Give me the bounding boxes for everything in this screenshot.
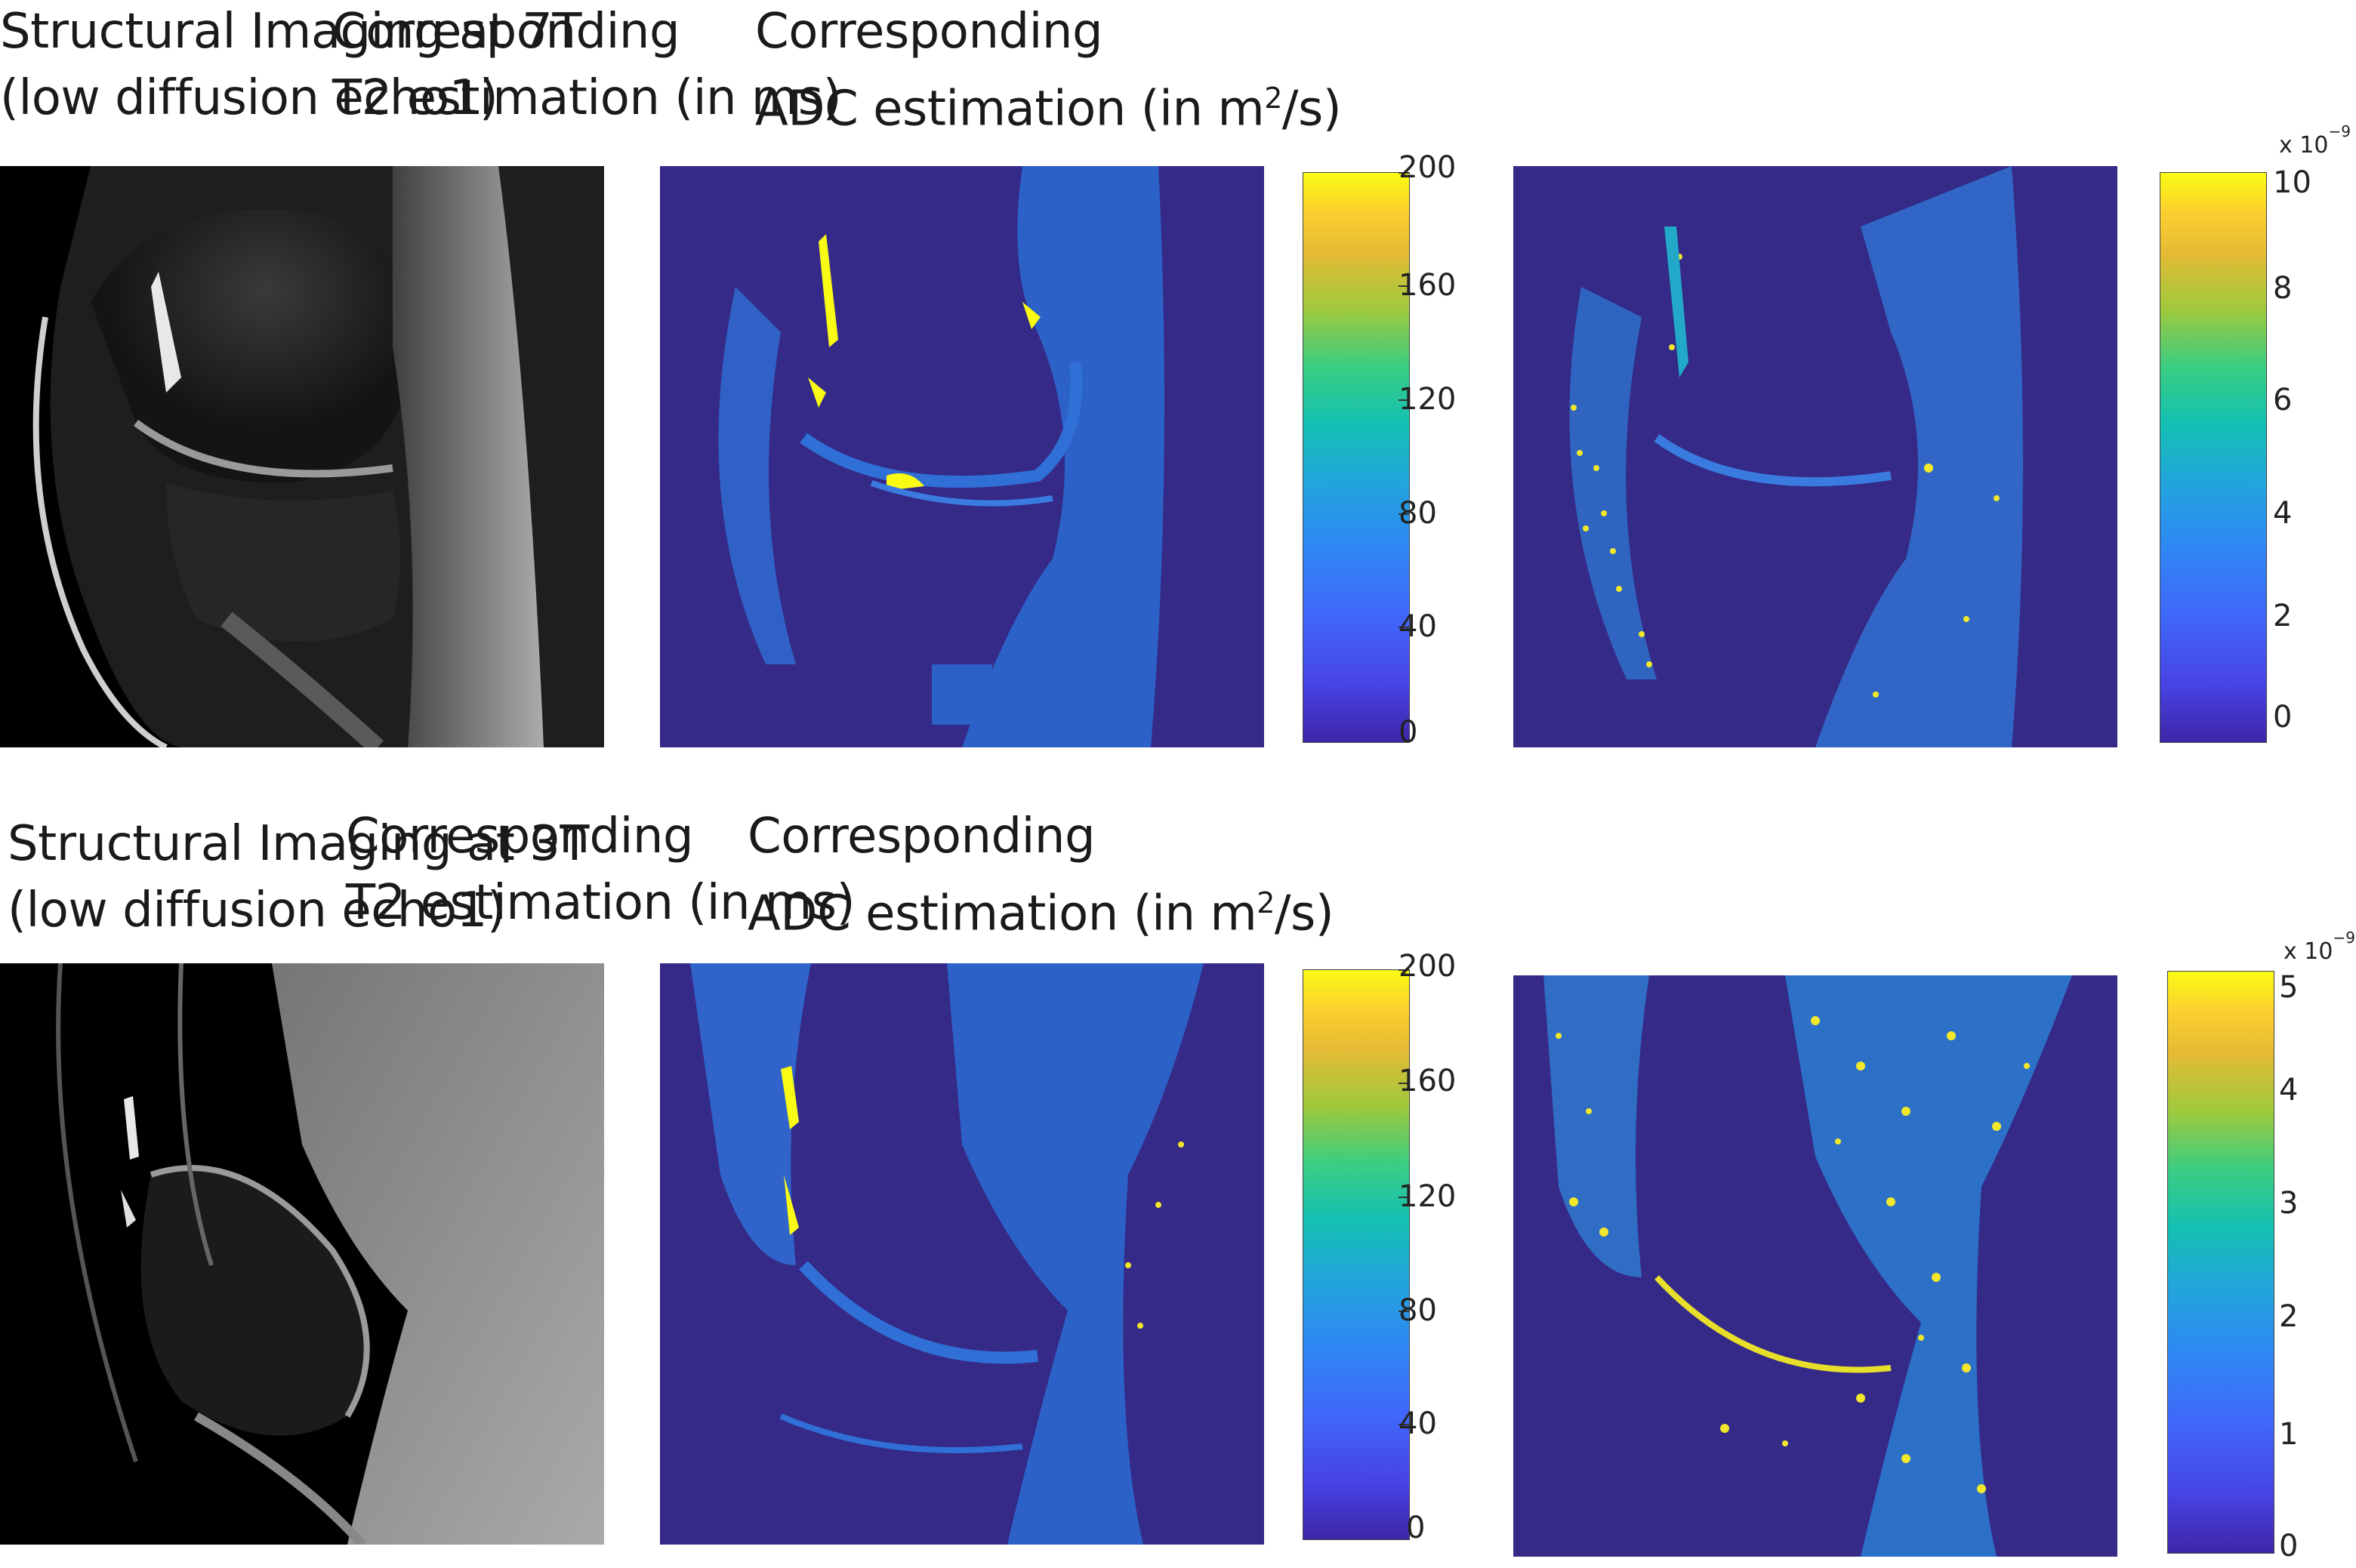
row2-t2-title-line2: T2 estimation (in ms) xyxy=(346,875,856,931)
row1-adc-tick-label: 6 xyxy=(2273,383,2293,417)
row2-t2-title: Corresponding T2 estimation (in ms) xyxy=(346,803,856,936)
row1-adc-tick-label: 2 xyxy=(2273,599,2293,633)
row2-t2-tick-label: 0 xyxy=(1406,1511,1426,1545)
tick xyxy=(1398,1311,1409,1312)
row2-t2-title-line1: Corresponding xyxy=(346,809,694,864)
row2-t2-map xyxy=(660,963,1264,1545)
row1-t2-title-line1: Corresponding xyxy=(332,4,680,60)
row1-adc-colorbar xyxy=(2160,172,2267,743)
row1-adc-title-line2: ADC estimation (in m2/s) xyxy=(755,81,1342,137)
row2-t2-tick-label: 80 xyxy=(1398,1293,1437,1328)
row2-t2-colorbar xyxy=(1303,969,1410,1540)
row2-adc-tick-label: 0 xyxy=(2279,1529,2299,1563)
row1-structural-title-line1: Structural Imaging at 7T xyxy=(0,4,581,60)
row2-adc-tick-label: 3 xyxy=(2279,1186,2299,1221)
row1-t2-map xyxy=(660,166,1264,747)
row2-t2-tick-label: 200 xyxy=(1398,949,1457,984)
row1-t2-title: Corresponding T2 estimation (in ms) xyxy=(332,0,842,131)
row1-adc-tick-label: 8 xyxy=(2273,271,2293,306)
row2-t2-tick-label: 160 xyxy=(1398,1064,1457,1098)
tick xyxy=(1398,285,1409,287)
row2-structural-title-line2: (low diffusion echo1) xyxy=(8,883,506,938)
tick xyxy=(1398,1083,1409,1084)
row2-structural-title: Structural Imaging at 3T (low diffusion … xyxy=(8,811,589,944)
row1-adc-tick-label: 4 xyxy=(2273,496,2293,531)
row1-structural-title: Structural Imaging at 7T (low diffusion … xyxy=(0,0,581,131)
row1-adc-title-line1: Corresponding xyxy=(755,4,1103,60)
row2-adc-title: Corresponding ADC estimation (in m2/s) xyxy=(748,803,1334,947)
row2-adc-map xyxy=(1513,975,2117,1557)
row1-adc-colorbar-exponent: x 10−9 xyxy=(2279,122,2351,159)
row1-adc-title: Corresponding ADC estimation (in m2/s) xyxy=(755,0,1342,142)
row1-t2-tick-label: 40 xyxy=(1398,609,1437,644)
row2-t2-tick-label: 40 xyxy=(1398,1406,1437,1441)
row2-adc-colorbar-exponent: x 10−9 xyxy=(2284,929,2355,965)
tick xyxy=(1398,399,1409,401)
row1-t2-tick-label: 0 xyxy=(1398,715,1418,750)
row2-t2-tick-label: 120 xyxy=(1398,1179,1457,1214)
row1-t2-tick-label: 80 xyxy=(1398,496,1437,531)
row1-t2-tick-label: 160 xyxy=(1398,268,1457,303)
tick xyxy=(1398,627,1409,628)
row2-structural-mri-image xyxy=(0,963,604,1545)
row1-t2-tick-label: 200 xyxy=(1398,150,1457,185)
row2-structural-title-line1: Structural Imaging at 3T xyxy=(8,816,589,872)
row1-t2-tick-label: 120 xyxy=(1398,382,1457,417)
tick xyxy=(1398,1424,1409,1425)
tick xyxy=(1398,969,1409,971)
row1-adc-tick-label: 10 xyxy=(2273,165,2311,200)
row1-t2-colorbar xyxy=(1303,172,1410,743)
row1-adc-map xyxy=(1513,166,2117,747)
row1-t2-title-line2: T2 estimation (in ms) xyxy=(332,70,842,126)
row2-adc-colorbar xyxy=(2167,971,2274,1554)
row2-adc-tick-label: 1 xyxy=(2279,1417,2299,1452)
row1-structural-title-line2: (low diffusion echo1) xyxy=(0,70,498,126)
row2-adc-tick-label: 2 xyxy=(2279,1299,2299,1334)
tick xyxy=(1398,172,1409,174)
row2-adc-tick-label: 5 xyxy=(2279,970,2299,1005)
row1-adc-tick-label: 0 xyxy=(2273,700,2293,735)
tick xyxy=(1398,513,1409,515)
row2-adc-tick-label: 4 xyxy=(2279,1073,2299,1107)
row1-structural-mri-image xyxy=(0,166,604,747)
row2-adc-title-line2: ADC estimation (in m2/s) xyxy=(748,886,1334,942)
tick xyxy=(1398,1197,1409,1198)
row2-adc-title-line1: Corresponding xyxy=(748,809,1096,864)
